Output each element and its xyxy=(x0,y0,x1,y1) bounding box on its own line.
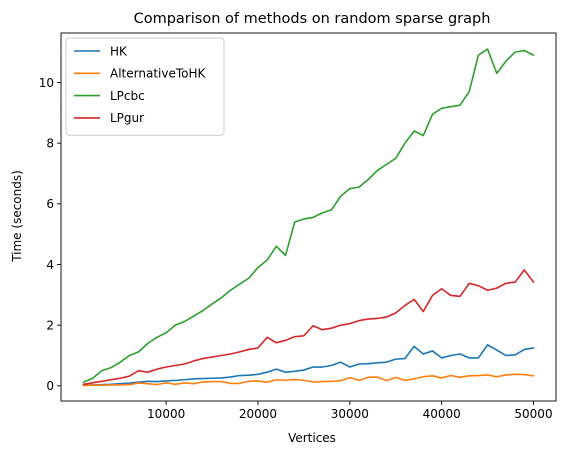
series-line-lpcbc xyxy=(82,48,535,383)
series-line-hk xyxy=(82,344,535,387)
x-tick-label: 50000 xyxy=(514,407,552,421)
x-tick-label: 40000 xyxy=(423,407,461,421)
y-tick-label: 2 xyxy=(46,318,54,332)
y-tick-label: 0 xyxy=(46,379,54,393)
y-tick-label: 4 xyxy=(46,258,54,272)
y-tick-label: 6 xyxy=(46,197,54,211)
legend-label-hk: HK xyxy=(110,44,128,58)
chart-title: Comparison of methods on random sparse g… xyxy=(134,11,491,27)
legend-label-lpgur: LPgur xyxy=(110,111,144,125)
legend-label-lpcbc: LPcbc xyxy=(110,89,145,103)
x-axis-label: Vertices xyxy=(288,431,336,445)
legend-label-alternativetohk: AlternativeToHK xyxy=(110,67,206,81)
plot-area: 10000 20000 30000 40000 50000 0 2 4 6 8 10 xyxy=(39,32,557,421)
x-tick-label: 20000 xyxy=(239,407,277,421)
y-tick-label: 10 xyxy=(39,76,54,90)
y-axis-label: Time (seconds) xyxy=(10,170,24,263)
x-tick-label: 30000 xyxy=(331,407,369,421)
x-tick-label: 10000 xyxy=(147,407,185,421)
series-line-lpgur xyxy=(82,269,535,386)
y-tick-label: 8 xyxy=(46,136,54,150)
axes-box xyxy=(60,32,557,402)
legend: HK AlternativeToHK LPcbc LPgur xyxy=(65,37,225,136)
legend-box xyxy=(65,37,225,136)
series-line-alternativetohk xyxy=(82,373,535,387)
